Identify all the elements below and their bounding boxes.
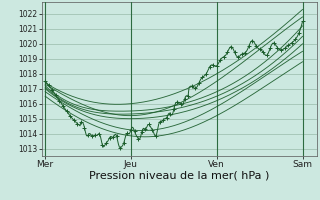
X-axis label: Pression niveau de la mer( hPa ): Pression niveau de la mer( hPa ) <box>89 171 269 181</box>
